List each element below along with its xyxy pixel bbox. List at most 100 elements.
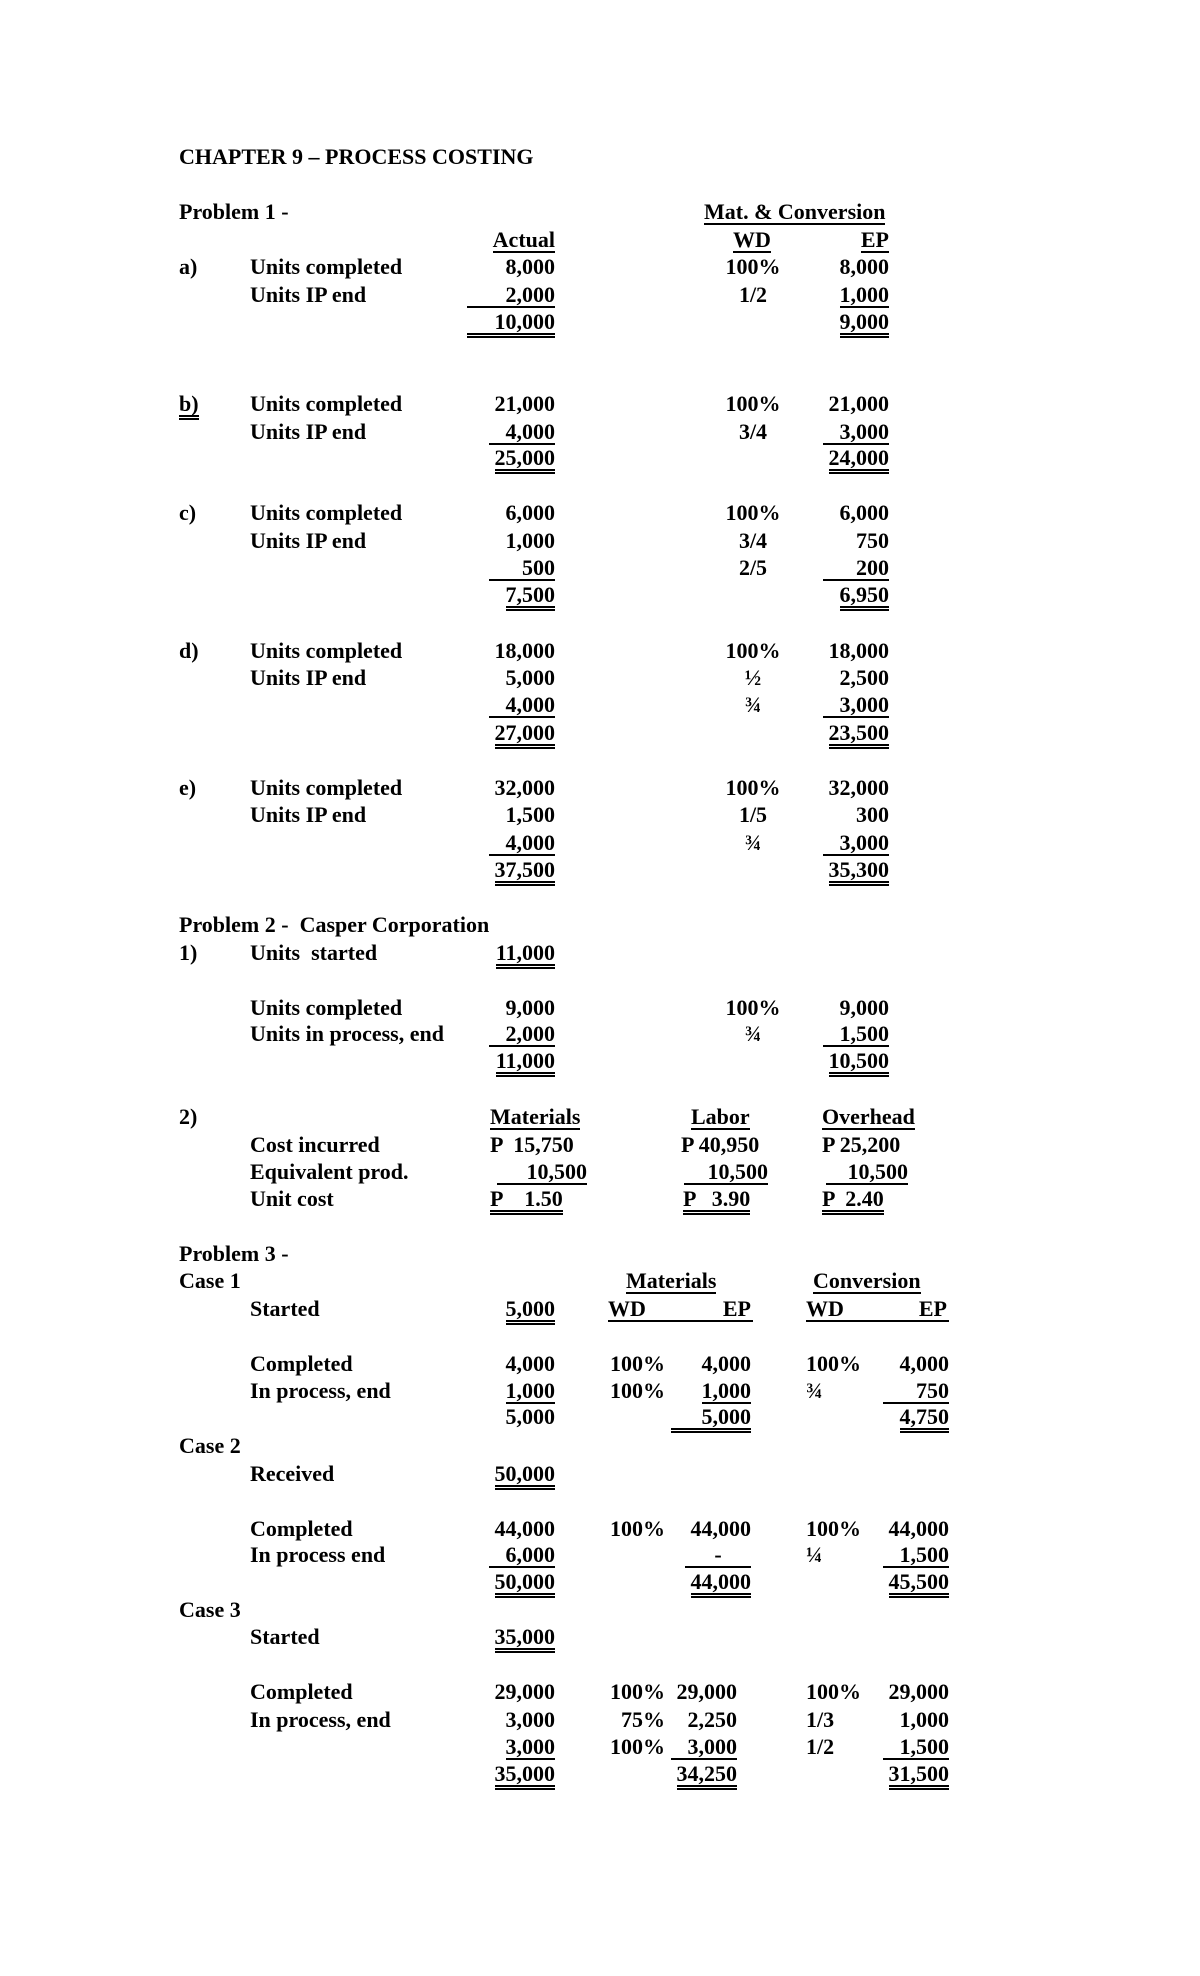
- wd-value: ¾: [744, 1021, 762, 1046]
- conv-wd: ¼: [806, 1542, 823, 1567]
- part-2-letter: 2): [179, 1104, 198, 1129]
- mat-ep: 2,250: [687, 1707, 738, 1732]
- ep-total: 24,000: [828, 447, 889, 474]
- units-value: 4,000: [505, 1351, 556, 1376]
- conv-ep-total: 4,750: [899, 1406, 949, 1433]
- mat-conversion-header: Mat. & Conversion: [704, 199, 886, 225]
- actual-value: 5,000: [505, 665, 556, 690]
- row-label: Units completed: [250, 995, 403, 1020]
- row-label: Units completed: [250, 254, 403, 279]
- conv-ep-total: 45,500: [888, 1571, 949, 1598]
- wd-header: WD: [733, 227, 771, 253]
- wd-header: WD: [608, 1296, 646, 1321]
- units-started: 11,000: [495, 942, 555, 969]
- row-label: Completed: [250, 1516, 353, 1541]
- mat-ep-total: 34,250: [676, 1763, 737, 1790]
- conv-wd: ¾: [806, 1378, 823, 1403]
- row-label: Cost incurred: [250, 1132, 380, 1157]
- case-1-label: Case 1: [179, 1268, 241, 1293]
- mat-wd: 100%: [610, 1378, 665, 1403]
- actual-value: 9,000: [505, 995, 556, 1020]
- ep-total: 23,500: [828, 722, 889, 749]
- labor-header: Labor: [691, 1104, 750, 1130]
- mat-ep: 3,000: [671, 1736, 737, 1760]
- mat-wd: 100%: [610, 1516, 665, 1541]
- mat-ep: 29,000: [676, 1679, 738, 1704]
- units-started: 5,000: [505, 1298, 555, 1325]
- row-label: Units in process, end: [250, 1021, 444, 1046]
- part-e-letter: e): [179, 775, 197, 800]
- wd-value: 100%: [725, 500, 781, 525]
- actual-total: 25,000: [494, 447, 555, 474]
- row-label: Units completed: [250, 638, 403, 663]
- row-label: Units IP end: [250, 665, 367, 690]
- mat-wd: 75%: [621, 1707, 665, 1732]
- actual-value: 8,000: [505, 254, 556, 279]
- units-started: 35,000: [494, 1626, 555, 1653]
- labor-eq-prod: 10,500: [684, 1161, 768, 1185]
- overhead-unit-cost: P 2.40: [822, 1188, 884, 1215]
- row-label: Started: [250, 1624, 320, 1649]
- ep-header: EP: [918, 1296, 947, 1321]
- mat-ep: 4,000: [701, 1351, 752, 1376]
- part-a-letter: a): [179, 254, 198, 279]
- materials-subheader: WD EP: [608, 1298, 753, 1322]
- mat-ep-total: 44,000: [690, 1571, 751, 1598]
- conv-ep: 1,000: [899, 1707, 950, 1732]
- units-value: 6,000: [489, 1544, 555, 1568]
- materials-eq-prod: 10,500: [497, 1161, 587, 1185]
- actual-value: 4,000: [489, 832, 555, 856]
- row-label: In process, end: [250, 1378, 391, 1403]
- overhead-header: Overhead: [822, 1104, 915, 1130]
- wd-value: 3/4: [738, 528, 768, 553]
- overhead-cost: P 25,200: [822, 1132, 901, 1157]
- row-label: Units IP end: [250, 528, 367, 553]
- wd-value: ¾: [744, 692, 762, 717]
- wd-value: 1/5: [738, 802, 768, 827]
- actual-total: 37,500: [494, 859, 555, 886]
- units-value: 1,000: [505, 1378, 555, 1404]
- ep-value: 3,000: [823, 421, 889, 445]
- actual-value: 6,000: [505, 500, 556, 525]
- wd-value: 2/5: [738, 555, 768, 580]
- actual-value: 2,000: [467, 284, 555, 308]
- wd-value: ¾: [744, 830, 762, 855]
- row-label: Units completed: [250, 775, 403, 800]
- ep-value: 200: [823, 557, 889, 581]
- conv-ep: 750: [883, 1380, 949, 1404]
- ep-header: EP: [722, 1296, 751, 1321]
- actual-value: 500: [489, 557, 555, 581]
- overhead-eq-prod: 10,500: [826, 1161, 908, 1185]
- case-3-label: Case 3: [179, 1597, 241, 1622]
- ep-value: 300: [856, 802, 889, 827]
- ep-value: 3,000: [823, 694, 889, 718]
- units-received: 50,000: [494, 1463, 555, 1490]
- row-label: Units IP end: [250, 802, 367, 827]
- actual-value: 18,000: [494, 638, 556, 663]
- row-label: Units completed: [250, 500, 403, 525]
- units-total: 50,000: [494, 1571, 555, 1598]
- units-value: 44,000: [494, 1516, 556, 1541]
- actual-total: 11,000: [495, 1050, 555, 1077]
- wd-value: 100%: [725, 775, 781, 800]
- conv-wd: 100%: [806, 1679, 861, 1704]
- actual-header: Actual: [492, 227, 555, 253]
- labor-unit-cost: P 3.90: [683, 1188, 751, 1215]
- mat-ep-total: 5,000: [671, 1406, 751, 1433]
- wd-value: 100%: [725, 638, 781, 663]
- part-d-letter: d): [179, 638, 199, 663]
- wd-value: ½: [744, 665, 762, 690]
- part-1-letter: 1): [179, 940, 198, 965]
- wd-value: 100%: [725, 995, 781, 1020]
- mat-wd: 100%: [610, 1679, 665, 1704]
- mat-wd: 100%: [610, 1351, 665, 1376]
- materials-header: Materials: [490, 1104, 581, 1130]
- actual-total: 27,000: [494, 722, 555, 749]
- units-total: 5,000: [505, 1404, 556, 1429]
- problem-2-heading: Problem 2 - Casper Corporation: [179, 912, 490, 937]
- wd-header: WD: [806, 1296, 844, 1321]
- ep-value: 32,000: [828, 775, 890, 800]
- ep-value: 6,000: [839, 500, 890, 525]
- conv-wd: 1/3: [806, 1707, 835, 1732]
- problem-3-heading: Problem 3 -: [179, 1241, 289, 1266]
